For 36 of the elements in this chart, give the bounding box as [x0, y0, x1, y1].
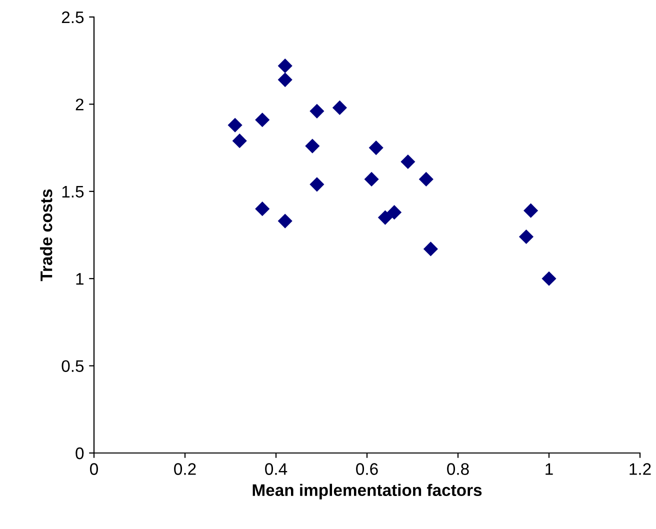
x-tick-label: 1	[546, 463, 553, 475]
point	[305, 138, 320, 154]
y-tick-label: 1	[76, 273, 84, 285]
y-tick-label: 2	[76, 98, 84, 110]
point	[255, 112, 270, 128]
point	[232, 134, 247, 148]
point	[387, 205, 402, 220]
x-tick-label: 0.6	[356, 463, 378, 475]
point	[278, 72, 292, 88]
point	[418, 172, 434, 186]
point	[310, 104, 324, 118]
y-tick-label: 0.5	[62, 360, 84, 372]
point	[518, 229, 534, 244]
y-tick-label: 1.5	[62, 186, 84, 198]
x-tick-label: 0.4	[265, 463, 288, 475]
point	[368, 140, 384, 156]
point	[332, 100, 347, 115]
point	[524, 203, 538, 218]
point	[310, 177, 324, 192]
point	[228, 118, 242, 132]
y-axis-title: Trade costs	[40, 189, 52, 282]
x-tick-label: 0.8	[447, 463, 469, 475]
point	[378, 210, 392, 225]
point	[542, 271, 556, 286]
point	[364, 172, 379, 186]
x-tick-label: 1.2	[630, 463, 651, 475]
y-tick-label: 0	[76, 447, 84, 460]
x-tick-label: 0	[90, 463, 98, 475]
y-tick-label: 2.5	[62, 11, 84, 24]
point	[278, 58, 292, 74]
point	[278, 214, 292, 228]
point	[423, 242, 438, 256]
point	[400, 154, 416, 170]
point	[255, 202, 270, 216]
x-axis-title: Mean implementation factors	[252, 484, 482, 500]
x-tick-label: 0.2	[174, 463, 196, 475]
